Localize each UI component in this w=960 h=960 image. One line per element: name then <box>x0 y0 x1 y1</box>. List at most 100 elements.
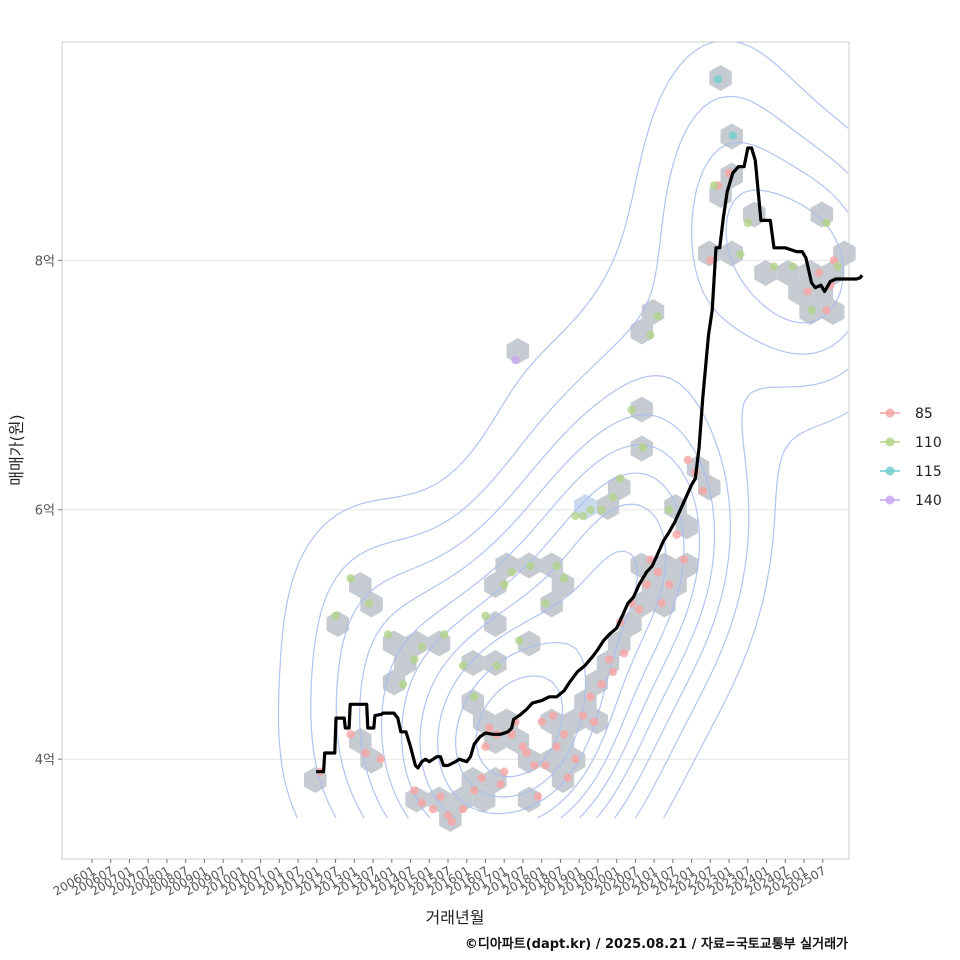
density-contours <box>277 41 849 819</box>
contour-2 <box>335 141 849 819</box>
point-110-35 <box>807 305 816 315</box>
hexbin-54 <box>461 650 485 676</box>
point-85-55 <box>814 268 824 277</box>
contour-4 <box>380 444 701 819</box>
point-110-10 <box>481 611 490 620</box>
point-85-5 <box>417 798 426 808</box>
legend: 85 110 115 140 <box>880 406 942 509</box>
point-85-20 <box>518 742 528 751</box>
contour-1 <box>310 95 849 819</box>
point-85-40 <box>634 605 644 614</box>
scatter-points <box>316 75 842 826</box>
point-85-11 <box>470 786 479 795</box>
point-85-7 <box>436 792 445 801</box>
point-85-8 <box>443 811 453 820</box>
point-85-28 <box>559 730 569 739</box>
source-caption: ©디아파트(dapt.kr) / 2025.08.21 / 자료=국토교통부 실… <box>465 936 848 952</box>
legend-label-110: 110 <box>915 435 942 451</box>
point-110-26 <box>638 443 648 452</box>
point-110-23 <box>608 493 618 502</box>
point-110-16 <box>541 599 550 608</box>
point-85-43 <box>653 567 663 577</box>
point-85-48 <box>683 455 693 465</box>
legend-label-140: 140 <box>915 493 942 509</box>
point-110-15 <box>526 561 535 571</box>
point-85-16 <box>496 779 505 789</box>
point-85-23 <box>533 792 543 801</box>
point-110-12 <box>500 580 509 589</box>
hexbin-73 <box>720 240 743 267</box>
point-110-3 <box>383 630 393 639</box>
point-85-30 <box>571 755 580 764</box>
point-110-18 <box>559 574 569 583</box>
point-85-29 <box>563 773 573 783</box>
point-85-26 <box>548 711 558 720</box>
point-110-22 <box>597 505 606 514</box>
hexbin-8 <box>461 767 485 793</box>
point-85-12 <box>477 773 486 783</box>
point-110-0 <box>331 611 340 620</box>
hexbin-64 <box>551 572 575 598</box>
y-axis-ticks: 4억 6억 8억 <box>35 254 62 768</box>
y-axis-title: 매매가(원) <box>7 414 26 485</box>
point-85-4 <box>410 786 419 795</box>
point-85-24 <box>537 717 546 726</box>
legend-key-115 <box>885 466 895 476</box>
point-110-34 <box>788 262 797 271</box>
point-110-2 <box>365 599 374 608</box>
contour-5 <box>401 472 685 819</box>
point-110-32 <box>743 218 753 228</box>
point-110-37 <box>833 262 842 271</box>
point-85-6 <box>428 804 438 814</box>
point-85-34 <box>597 680 606 689</box>
point-110-1 <box>346 574 355 583</box>
point-110-27 <box>646 330 655 340</box>
point-110-13 <box>507 567 516 577</box>
point-85-47 <box>679 555 689 564</box>
plot-panel <box>61 41 850 860</box>
point-110-31 <box>736 249 745 259</box>
hexbin-63 <box>540 552 563 579</box>
point-85-44 <box>657 599 666 608</box>
hexbin-56 <box>484 611 507 637</box>
point-85-21 <box>522 748 531 758</box>
point-115-0 <box>713 75 723 84</box>
point-110-11 <box>492 661 501 670</box>
point-85-50 <box>698 486 708 496</box>
point-110-29 <box>664 505 674 514</box>
hexbin-24 <box>585 669 608 696</box>
point-85-22 <box>530 761 539 770</box>
trend-line <box>316 146 864 774</box>
point-85-9 <box>447 817 456 826</box>
legend-label-85: 85 <box>915 406 933 422</box>
point-85-46 <box>672 530 681 539</box>
point-110-9 <box>470 692 479 702</box>
point-110-7 <box>440 630 449 639</box>
point-85-41 <box>642 580 651 589</box>
point-85-10 <box>458 804 468 814</box>
point-110-4 <box>398 680 408 689</box>
point-110-30 <box>709 181 719 190</box>
point-85-17 <box>500 767 509 776</box>
hexbin-16 <box>540 708 563 735</box>
point-85-36 <box>608 667 618 677</box>
point-85-3 <box>376 755 385 764</box>
hexbin-26 <box>619 611 642 637</box>
point-85-33 <box>589 717 599 726</box>
point-110-5 <box>410 655 419 664</box>
point-140-0 <box>511 355 520 365</box>
x-axis-title: 거래년월 <box>426 908 485 927</box>
legend-key-110 <box>885 437 895 447</box>
point-85-2 <box>361 748 370 758</box>
point-110-33 <box>769 262 779 271</box>
hexbin-6 <box>450 786 473 813</box>
point-85-13 <box>481 742 490 751</box>
hexbin-41 <box>788 279 811 306</box>
y-tick-label-0: 4억 <box>35 753 55 768</box>
contour-9 <box>475 675 564 778</box>
point-110-17 <box>552 561 561 571</box>
point-85-58 <box>829 256 839 265</box>
point-110-6 <box>417 642 426 652</box>
point-85-56 <box>822 305 831 315</box>
hexbin-55 <box>461 689 485 715</box>
